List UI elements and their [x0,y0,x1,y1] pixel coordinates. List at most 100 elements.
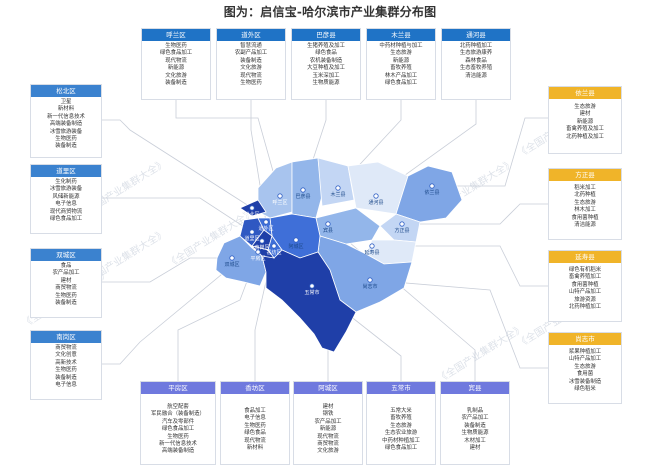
district-marker [367,277,373,283]
industry-item: 旅游资源 [574,296,596,303]
industry-item: 装备制造 [464,422,486,429]
industry-item: 森林食品 [465,57,487,64]
leader-line [102,197,253,233]
district-map-label: 木兰县 [330,191,345,198]
leader-line [375,100,477,197]
industry-item: 生态旅游 [574,363,596,370]
map-region-wuchang [261,249,357,353]
industry-item: 生物医药 [165,43,187,49]
district-card-title: 五常市 [367,382,435,394]
district-marker [263,219,269,225]
district-card-title: 依兰县 [549,87,621,99]
district-card-nangang: 南岗区 商贸物流 文化创意 高新技术 生物医药 装备制造 电子信息 [30,330,102,400]
industry-item: 绿色食品加工 [161,426,195,433]
map-region-mulan [317,157,355,207]
district-card-title: 香坊区 [221,382,289,394]
district-card-tonghe: 通河县 北药种植加工 生态旅游康养 森林食品 生态畜牧养殖 清洁能源 [441,28,511,100]
district-marker [249,205,255,211]
industry-item: 食用菌种植 [571,281,599,288]
district-card-title: 延寿县 [549,251,621,263]
industry-item: 高端装备制造 [161,448,195,455]
industry-item: 冰雪旅游装备 [49,128,83,135]
industry-item: 电子信息 [55,201,77,208]
industry-item: 绿色有机稻米 [568,267,602,273]
industry-item: 生物医药 [240,80,262,87]
industry-item: 食用菌 [576,371,594,378]
industry-item: 绿色食品加工 [49,216,83,223]
industry-item: 中药材种植与加工 [379,43,423,49]
leader-line [102,240,263,365]
page-title: 图为：启信宝-哈尔滨市产业集群分布图 [223,5,437,19]
industry-item: 林木加工 [574,207,596,214]
industry-item: 大豆种植及加工 [307,65,345,72]
industry-item: 稻米加工 [574,185,596,191]
industry-item: 高新技术 [55,359,77,366]
industry-item: 农产品加工 [52,270,80,277]
district-map-label: 松北区 [244,211,259,218]
district-card-title: 道里区 [31,165,101,177]
district-card-title: 巴彦县 [292,29,360,41]
industry-item: 农产品加工 [461,415,489,422]
district-card-fangzheng: 方正县 稻米加工 北药种植 生态旅游 林木加工 食用菌种植 清洁能源 [548,168,622,240]
industry-item: 建材 [322,404,334,410]
industry-item: 新能源 [576,118,594,125]
district-card-title: 呼兰区 [142,29,210,41]
industry-item: 装备制造 [55,300,77,307]
industry-item: 山特产品加工 [568,356,602,363]
industry-item: 食品加工 [244,408,266,414]
industry-item: 畜牧养殖 [390,65,412,72]
industry-item: 清洁能源 [465,72,487,79]
district-map-label: 阿城区 [288,243,303,250]
industry-item: 商贸物流 [317,441,339,448]
district-card-hulan: 呼兰区 生物医药 绿色食品加工 现代物流 新能源 文化旅游 装备制造 [141,28,211,100]
district-card-shuangcheng: 双城区 食品 农产品加工 建材 商贸物流 生物医药 装备制造 [30,248,102,318]
district-map-label: 依兰县 [424,189,439,196]
industry-item: 绿色食品 [315,50,337,57]
industry-item: 装备制造 [165,80,187,87]
industry-item: 文化旅游 [165,72,187,79]
district-card-title: 阿城区 [294,382,362,394]
district-marker [277,193,283,199]
industry-item: 文化创意 [55,352,77,359]
industry-item: 食用菌种植 [571,214,599,221]
industry-item: 生态旅游 [390,422,412,429]
industry-item: 新一代信息技术 [159,441,197,448]
industry-item: 林木产品加工 [384,72,418,79]
district-card-title: 平房区 [141,382,215,394]
district-card-shangzhi: 尚志市 浆果种植加工 山特产品加工 生态旅游 食用菌 冰雪装备制造 绿色稻米 [548,332,622,404]
industry-item: 现代物流 [165,57,187,64]
industry-item: 中药材种植加工 [382,437,420,444]
district-card-title: 松北区 [31,85,101,97]
district-card-wuchang: 五常市 五常大米 畜牧养殖 生态旅游 生态农业旅游 中药材种植加工 绿色食品加工 [366,381,436,465]
district-card-title: 双城区 [31,249,101,261]
district-card-mulan: 木兰县 中药材种植与加工 生态旅游 新能源 畜牧养殖 林木产品加工 绿色食品加工 [366,28,436,100]
leader-line [372,245,548,287]
industry-item: 五常大米 [390,408,412,414]
district-map-label: 尚志市 [362,283,377,290]
industry-item: 卫星 [60,99,72,105]
district-card-title: 通河县 [442,29,510,41]
industry-item: 生物医药 [55,367,77,374]
industry-item: 山特产品加工 [568,289,602,296]
district-map-label: 道外区 [258,225,273,232]
industry-item: 生物医药 [167,433,189,440]
district-map-label: 五常市 [304,289,319,296]
industry-item: 生物医药 [55,136,77,143]
industry-item: 电子信息 [244,415,266,422]
industry-item: 新能源 [392,57,410,64]
industry-item: 北药种植加工 [568,304,602,311]
industry-item: 绿色食品 [244,430,266,437]
leader-line [102,119,253,209]
district-map-label: 延寿县 [364,249,379,256]
district-marker [325,221,331,227]
industry-item: 绿色食品加工 [384,80,418,87]
district-card-title: 道外区 [217,29,285,41]
industry-item: 畜禽养殖及加工 [566,126,604,133]
district-marker [335,185,341,191]
industry-item: 生物医药 [55,292,77,299]
industry-item: 生态旅游 [574,199,596,206]
industry-item: 新材料 [57,106,75,113]
district-map-label: 通河县 [368,199,383,206]
industry-item: 农机装备制造 [309,57,343,64]
industry-item: 装备制造 [240,57,262,64]
